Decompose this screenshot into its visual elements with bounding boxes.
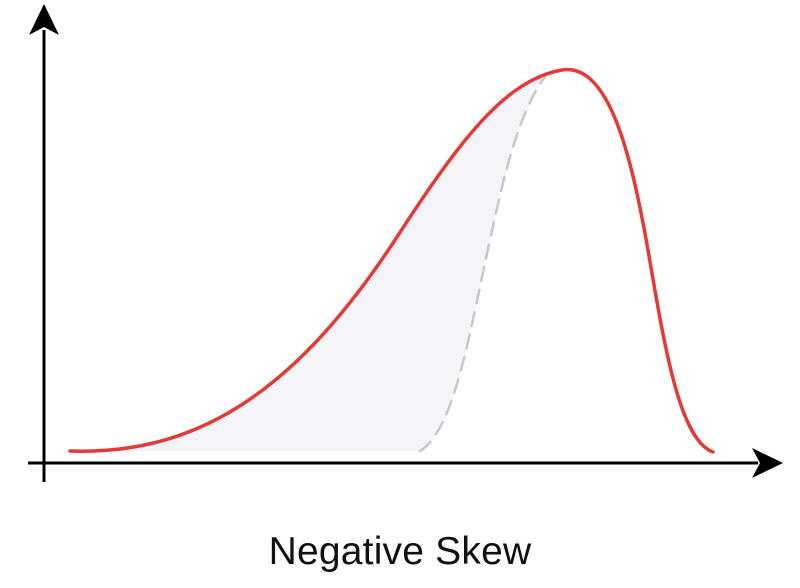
y-axis-arrowhead-icon [29, 4, 59, 35]
skew-tail-shaded-region [70, 77, 545, 452]
diagram-caption: Negative Skew [268, 530, 532, 573]
negative-skew-curve [68, 67, 715, 454]
symmetric-reference-curve [418, 75, 547, 453]
x-axis-arrowhead-icon [752, 448, 783, 478]
